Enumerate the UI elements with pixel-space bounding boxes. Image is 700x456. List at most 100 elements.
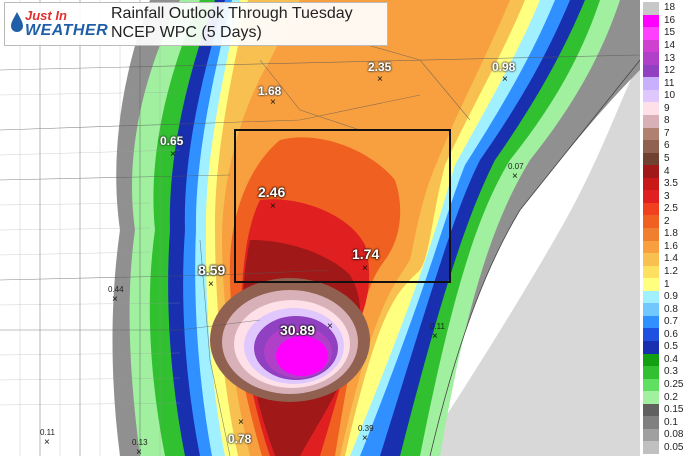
point-marker: × xyxy=(512,171,518,182)
legend-swatch xyxy=(643,27,659,41)
legend-label: 2.5 xyxy=(664,203,678,215)
legend-swatch xyxy=(643,428,659,442)
legend-label: 13 xyxy=(664,52,676,64)
legend-label: 0.2 xyxy=(664,391,678,403)
legend-swatch xyxy=(643,253,659,267)
point-marker: × xyxy=(362,433,368,444)
legend-label: 3 xyxy=(664,190,670,202)
legend-swatch xyxy=(643,177,659,191)
legend-label: 1 xyxy=(664,278,670,290)
legend-label: 5 xyxy=(664,152,670,164)
legend-label: 2 xyxy=(664,215,670,227)
ocean-gray-area xyxy=(300,0,640,456)
legend-label: 0.05 xyxy=(664,441,684,453)
point-label-0-44: 0.44 xyxy=(108,285,124,294)
legend-label: 0.6 xyxy=(664,328,678,340)
point-label-0-11: 0.11 xyxy=(430,322,445,331)
point-marker: × xyxy=(170,149,176,160)
legend-swatch xyxy=(643,89,659,103)
legend-label: 1.6 xyxy=(664,240,678,252)
legend-label: 9 xyxy=(664,102,670,114)
point-label-1-74: 1.74 xyxy=(352,246,380,262)
highlight-box xyxy=(234,129,451,283)
legend-swatch xyxy=(643,315,659,329)
legend-label: 3.5 xyxy=(664,178,678,190)
point-marker: × xyxy=(270,97,276,108)
logo-line-2: WEATHER xyxy=(25,22,109,39)
just-in-weather-logo: Just In WEATHER xyxy=(11,7,108,41)
point-label-8-59: 8.59 xyxy=(198,262,226,278)
point-marker: × xyxy=(208,279,214,290)
legend-label: 0.25 xyxy=(664,378,684,390)
color-legend: 18 16 15 14 13 12 11 10 9 8 7 6 5 4 3.5 3 2.5 2 1.8 1.6 1.4 1… xyxy=(640,0,700,456)
legend-label: 8 xyxy=(664,115,670,127)
point-marker: × xyxy=(238,417,244,428)
point-label-0-39: 0.39 xyxy=(358,424,374,433)
legend-label: 12 xyxy=(664,65,676,77)
legend-label: 0.3 xyxy=(664,366,678,378)
legend-label: 0.9 xyxy=(664,291,678,303)
legend-swatch xyxy=(643,2,659,15)
max-total-label: 30.89 xyxy=(280,322,316,338)
point-label-0-07: 0.07 xyxy=(508,162,524,171)
legend-swatch xyxy=(643,341,659,354)
point-marker: × xyxy=(327,321,333,332)
legend-label: 16 xyxy=(664,14,676,26)
legend-label: 15 xyxy=(664,27,676,39)
legend-swatch xyxy=(643,265,659,279)
legend-label: 0.5 xyxy=(664,341,678,353)
county-lines xyxy=(0,0,181,456)
point-label-0-98: 0.98 xyxy=(492,60,516,74)
legend-swatch xyxy=(643,278,659,292)
legend-swatch xyxy=(643,303,659,317)
point-label-0-11-west: 0.11 xyxy=(40,428,55,437)
legend-label: 0.7 xyxy=(664,316,678,328)
legend-swatch xyxy=(643,102,659,116)
legend-label: 10 xyxy=(664,90,676,102)
legend-swatch xyxy=(643,328,659,342)
point-label-0-13: 0.13 xyxy=(132,438,148,447)
legend-swatch xyxy=(643,366,659,380)
legend-label: 0.4 xyxy=(664,353,678,365)
legend-label: 11 xyxy=(664,77,675,89)
legend-swatch xyxy=(643,240,659,254)
point-label-2-35: 2.35 xyxy=(368,60,392,74)
legend-label: 1.4 xyxy=(664,253,678,265)
legend-swatch xyxy=(643,152,659,166)
point-marker: × xyxy=(112,294,118,305)
coastline xyxy=(429,59,640,456)
legend-swatch xyxy=(643,14,659,28)
point-label-0-78: 0.78 xyxy=(228,432,252,446)
legend-swatch xyxy=(643,127,659,141)
point-label-1-68: 1.68 xyxy=(258,84,282,98)
point-marker: × xyxy=(136,447,142,456)
legend-swatch xyxy=(643,77,659,91)
legend-swatch xyxy=(643,353,659,367)
rain-band-16 xyxy=(276,336,328,376)
legend-label: 1.8 xyxy=(664,228,678,240)
legend-swatch xyxy=(643,215,659,229)
legend-swatch xyxy=(643,165,659,179)
legend-swatch xyxy=(643,290,659,304)
legend-swatch xyxy=(643,190,659,204)
legend-swatch xyxy=(643,64,659,78)
point-marker: × xyxy=(432,331,438,342)
raindrop-icon xyxy=(11,12,23,32)
legend-swatch xyxy=(643,52,659,66)
point-label-2-46: 2.46 xyxy=(258,184,286,200)
legend-swatch xyxy=(643,140,659,154)
legend-label: 1.2 xyxy=(664,265,678,277)
point-marker: × xyxy=(377,74,383,85)
legend-swatch xyxy=(643,202,659,216)
legend-swatch xyxy=(643,403,659,417)
title-banner: Just In WEATHER Rainfall Outlook Through… xyxy=(4,2,388,46)
point-marker: × xyxy=(502,74,508,85)
logo-line-1: Just In xyxy=(25,8,67,23)
point-marker: × xyxy=(362,263,368,274)
point-marker: × xyxy=(44,437,50,448)
legend-label: 0.1 xyxy=(664,416,678,428)
legend-swatch xyxy=(643,115,659,128)
rainfall-map xyxy=(0,0,640,456)
legend-label: 0.08 xyxy=(664,429,684,441)
